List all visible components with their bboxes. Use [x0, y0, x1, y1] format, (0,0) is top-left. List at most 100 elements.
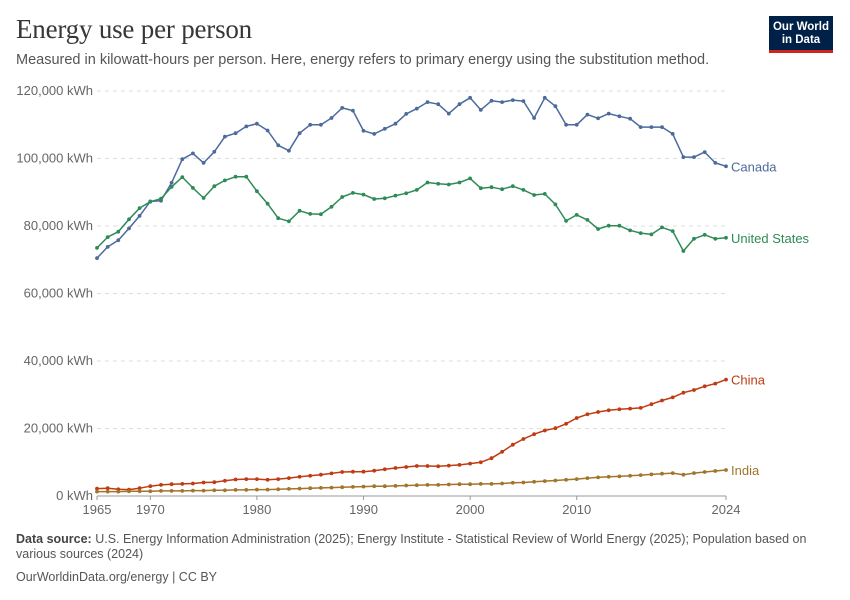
- data-point-canada: [500, 100, 504, 104]
- data-point-canada: [660, 125, 664, 129]
- data-point-china: [702, 384, 707, 389]
- data-point-china: [468, 461, 472, 466]
- data-point-united-states: [127, 217, 131, 222]
- data-point-india: [596, 475, 600, 480]
- data-point-canada: [468, 95, 472, 100]
- data-point-canada: [446, 111, 451, 116]
- data-point-united-states: [553, 202, 558, 207]
- data-point-china: [478, 460, 483, 465]
- data-point-canada: [297, 131, 302, 136]
- data-point-india: [404, 483, 409, 488]
- data-point-canada: [681, 155, 686, 160]
- footer-url[interactable]: OurWorldinData.org/energy | CC BY: [16, 570, 218, 584]
- data-point-united-states: [606, 223, 611, 228]
- data-point-united-states: [414, 188, 419, 192]
- data-point-united-states: [95, 246, 99, 250]
- source-text: U.S. Energy Information Administration (…: [16, 532, 807, 561]
- data-point-india: [201, 488, 206, 493]
- data-point-united-states: [510, 184, 515, 189]
- data-point-india: [628, 473, 632, 478]
- source-label: Data source:: [16, 532, 92, 546]
- data-point-india: [702, 470, 707, 474]
- data-point-canada: [244, 124, 249, 129]
- data-point-united-states: [596, 227, 600, 231]
- data-point-canada: [478, 108, 483, 112]
- data-point-united-states: [702, 232, 707, 237]
- data-point-china: [574, 416, 579, 420]
- data-point-india: [276, 487, 281, 492]
- data-point-india: [319, 486, 323, 490]
- data-point-india: [606, 474, 611, 479]
- data-point-india: [521, 480, 526, 485]
- data-point-india: [457, 482, 462, 487]
- data-point-china: [425, 464, 430, 468]
- data-point-canada: [351, 108, 355, 113]
- data-point-india: [255, 487, 259, 492]
- data-point-canada: [617, 114, 622, 119]
- data-point-china: [191, 481, 195, 486]
- y-tick-label: 20,000 kWh: [24, 421, 93, 436]
- data-point-india: [724, 468, 728, 472]
- data-point-china: [159, 483, 163, 487]
- data-point-united-states: [713, 236, 718, 241]
- series-line-china: [96, 378, 727, 491]
- data-point-india: [233, 488, 238, 492]
- data-point-canada: [436, 102, 441, 107]
- data-point-united-states: [468, 176, 472, 181]
- owid-logo[interactable]: Our World in Data: [769, 16, 833, 53]
- data-point-china: [510, 442, 515, 447]
- data-point-china: [105, 486, 110, 491]
- data-point-canada: [606, 111, 611, 116]
- data-point-canada: [372, 132, 377, 136]
- data-point-china: [596, 410, 600, 414]
- x-tick-label: 1965: [83, 502, 112, 517]
- data-point-canada: [628, 116, 632, 121]
- data-point-india: [489, 482, 494, 486]
- data-point-china: [180, 482, 185, 486]
- data-point-india: [500, 481, 504, 486]
- data-point-united-states: [265, 201, 270, 206]
- data-point-united-states: [521, 188, 526, 192]
- data-point-india: [564, 477, 568, 482]
- data-point-china: [201, 480, 206, 485]
- data-point-india: [95, 489, 99, 494]
- data-point-canada: [265, 128, 270, 133]
- data-point-united-states: [457, 180, 462, 185]
- data-point-china: [95, 486, 99, 491]
- series-line-united-states: [96, 175, 727, 252]
- data-point-china: [255, 477, 259, 481]
- data-point-united-states: [169, 185, 174, 189]
- data-point-united-states: [489, 185, 494, 190]
- logo-line-1: Our World: [772, 21, 829, 33]
- data-point-canada: [361, 128, 366, 133]
- data-point-india: [510, 480, 515, 485]
- y-tick-label: 120,000 kWh: [16, 83, 93, 98]
- data-point-canada: [596, 116, 600, 121]
- y-tick-label: 40,000 kWh: [24, 353, 93, 368]
- data-point-canada: [201, 161, 206, 165]
- data-point-canada: [521, 99, 526, 103]
- data-point-canada: [425, 100, 430, 104]
- data-point-china: [553, 426, 558, 431]
- data-point-china: [532, 432, 536, 437]
- data-point-united-states: [724, 235, 728, 240]
- data-point-canada: [542, 95, 547, 100]
- data-point-india: [180, 489, 185, 493]
- data-point-india: [265, 487, 270, 492]
- data-point-canada: [532, 116, 536, 120]
- data-point-united-states: [446, 182, 451, 187]
- data-point-china: [329, 471, 334, 476]
- data-point-united-states: [478, 186, 483, 191]
- data-point-india: [553, 478, 558, 483]
- data-point-china: [681, 390, 686, 395]
- data-point-china: [265, 477, 270, 482]
- data-point-china: [457, 463, 462, 467]
- data-point-india: [191, 488, 195, 493]
- data-point-china: [382, 467, 387, 472]
- data-point-india: [159, 489, 163, 493]
- data-point-united-states: [212, 184, 217, 189]
- data-point-china: [649, 402, 654, 407]
- data-point-china: [319, 472, 323, 477]
- data-point-china: [351, 469, 355, 474]
- series-label-canada: Canada: [731, 159, 777, 174]
